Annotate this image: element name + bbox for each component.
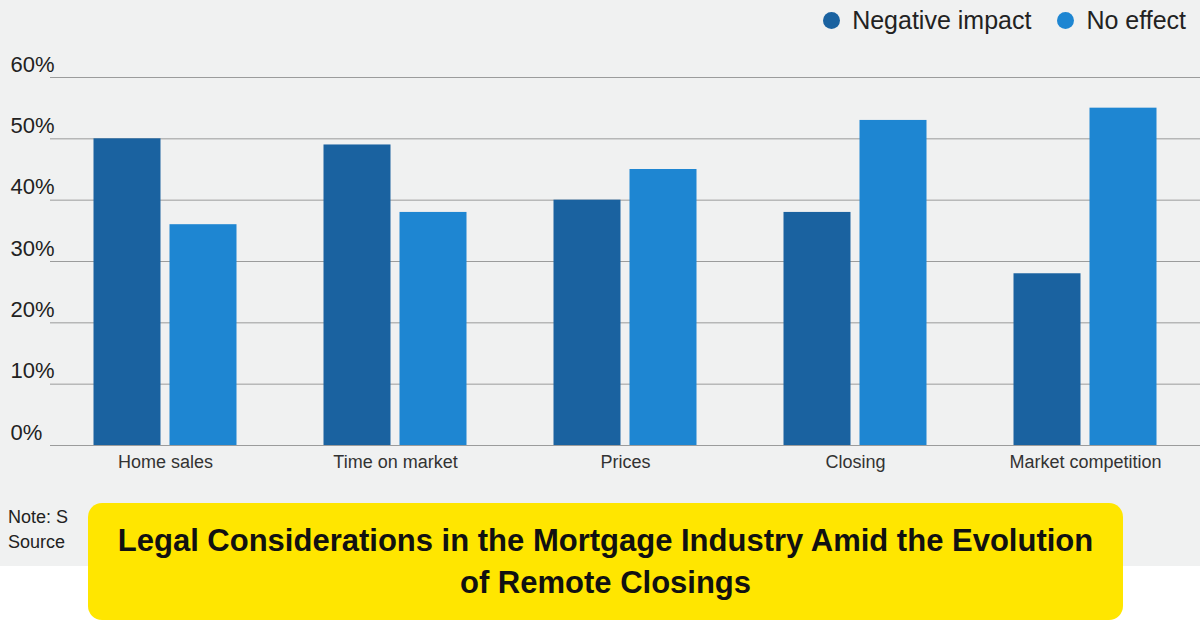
svg-text:20%: 20% (11, 297, 55, 322)
svg-text:0%: 0% (11, 420, 43, 445)
svg-text:10%: 10% (11, 358, 55, 383)
svg-text:Closing: Closing (825, 452, 885, 472)
html-text:Negative impact: Negative impact (852, 6, 1032, 34)
svg-text:Market competition: Market competition (1009, 452, 1161, 472)
svg-text:30%: 30% (11, 236, 55, 261)
svg-text:40%: 40% (11, 174, 55, 199)
html-text:Legal Considerations in the Mo: Legal Considerations in the Mortgage Ind… (117, 522, 1094, 600)
svg-text:50%: 50% (11, 113, 55, 138)
html-text:Source: Source (8, 532, 65, 552)
html-text:Note: S: Note: S (8, 507, 68, 527)
svg-text:60%: 60% (11, 52, 55, 77)
html-text:No effect: No effect (1086, 6, 1186, 34)
svg-text:Prices: Prices (600, 452, 650, 472)
svg-text:Time on market: Time on market (333, 452, 457, 472)
svg-text:Home sales: Home sales (118, 452, 213, 472)
